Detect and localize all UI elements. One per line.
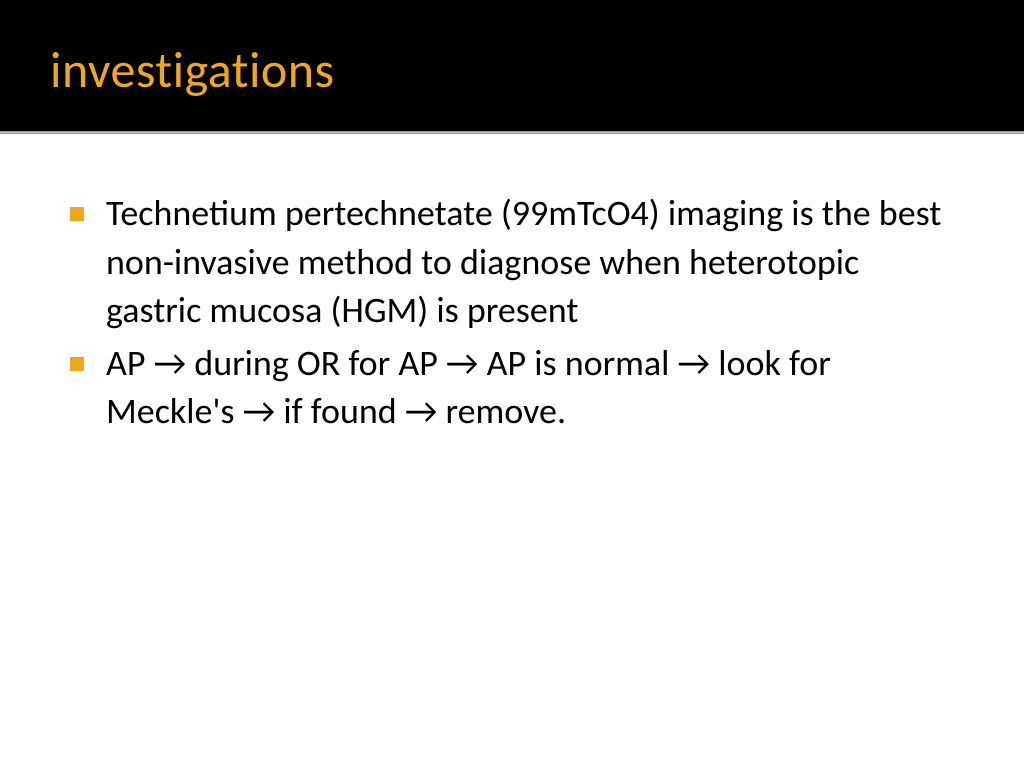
bullet-text: Technetium pertechnetate (99mTcO4) imagi… <box>106 189 954 335</box>
bullet-icon <box>70 357 84 371</box>
bullet-text: AP → during OR for AP → AP is normal → l… <box>106 339 954 436</box>
bullet-item: Technetium pertechnetate (99mTcO4) imagi… <box>70 189 954 335</box>
bullet-icon <box>70 207 84 221</box>
slide-title: investigations <box>50 40 1024 101</box>
slide-content: Technetium pertechnetate (99mTcO4) imagi… <box>0 134 1024 436</box>
bullet-item: AP → during OR for AP → AP is normal → l… <box>70 339 954 436</box>
slide-header: investigations <box>0 0 1024 131</box>
